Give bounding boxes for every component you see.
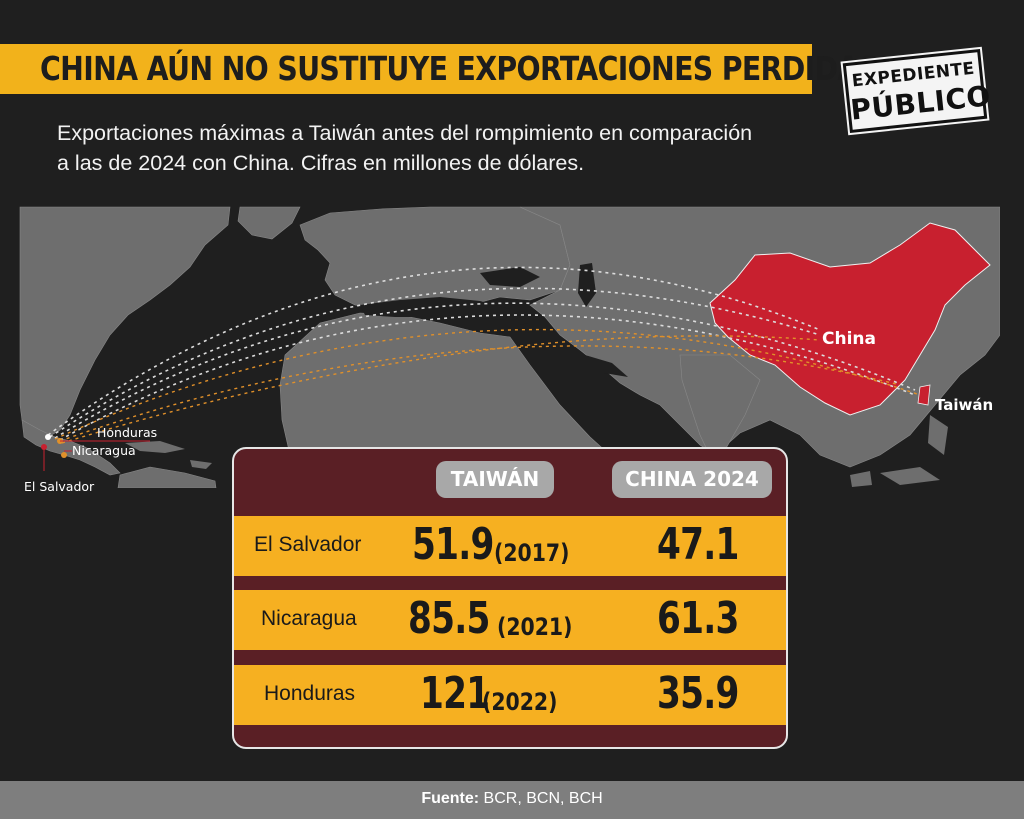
footer-bar <box>0 781 1024 819</box>
mediterranean-sea <box>360 297 510 320</box>
routes-to-china <box>54 328 921 444</box>
routes-to-taiwan <box>47 266 916 441</box>
row-taiwan-year: (2021) <box>497 613 573 641</box>
title-bar <box>0 44 812 94</box>
row-china-value: 47.1 <box>657 519 739 570</box>
row-taiwan-value: 51.9 <box>412 519 494 570</box>
world-map <box>0 205 1000 488</box>
row-country: Nicaragua <box>261 607 357 630</box>
row-taiwan-year: (2022) <box>482 688 558 716</box>
south-america-landmass <box>117 466 217 488</box>
source-value: BCR, BCN, BCH <box>483 790 603 807</box>
subtitle: Exportaciones máximas a Taiwán antes del… <box>57 118 817 178</box>
persian-gulf <box>585 355 628 377</box>
southeast-asia-islands <box>850 415 948 487</box>
table-row <box>234 516 786 576</box>
row-taiwan-value: 85.5 <box>408 593 490 644</box>
subtitle-line1: Exportaciones máximas a Taiwán antes del… <box>57 121 753 145</box>
source-label: Fuente: <box>421 790 480 807</box>
column-header-china-2024: CHINA 2024 <box>612 461 772 498</box>
map-label-taiwan: Taiwán <box>935 396 994 414</box>
row-china-value: 35.9 <box>657 668 739 719</box>
caribbean-islands <box>125 441 212 469</box>
page-title: CHINA AÚN NO SUSTITUYE EXPORTACIONES PER… <box>40 49 879 88</box>
black-sea <box>480 267 540 287</box>
china-highlight <box>709 222 991 416</box>
central-america-markers <box>41 434 150 471</box>
expediente-publico-logo: EXPEDIENTE PÚBLICO <box>842 48 992 134</box>
row-taiwan-year: (2017) <box>494 539 570 567</box>
source-note: Fuente: BCR, BCN, BCH <box>0 790 1024 808</box>
greenland-landmass <box>237 206 301 240</box>
row-taiwan-value: 121 <box>420 668 490 719</box>
row-china-value: 61.3 <box>657 593 739 644</box>
map-label-el-salvador: El Salvador <box>24 479 95 494</box>
row-country: El Salvador <box>254 533 362 556</box>
map-label-nicaragua: Nicaragua <box>72 443 136 458</box>
subtitle-line2: a las de 2024 con China. Cifras en millo… <box>57 151 585 175</box>
caspian-sea <box>578 263 596 307</box>
row-country: Honduras <box>264 682 356 705</box>
map-label-honduras: Honduras <box>97 425 158 440</box>
map-label-china: China <box>822 329 876 349</box>
red-sea <box>520 323 560 379</box>
column-header-taiwan: TAIWÁN <box>436 461 554 498</box>
table-row <box>234 665 786 725</box>
taiwan-highlight <box>917 384 931 406</box>
table-row <box>234 590 786 650</box>
